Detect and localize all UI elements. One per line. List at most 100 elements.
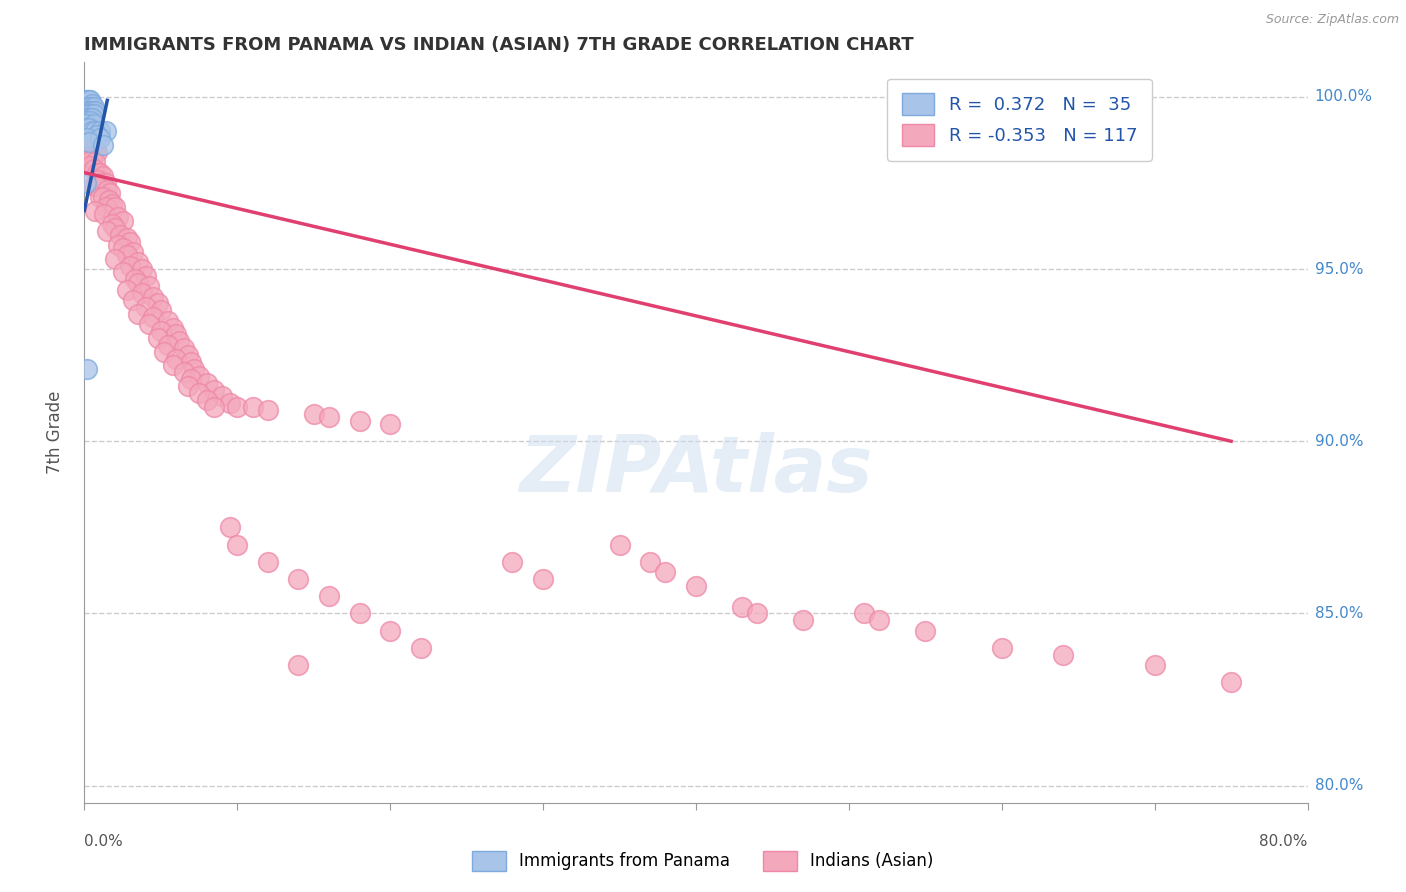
Point [83, 179, 105, 194]
Text: 80.0%: 80.0% [1315, 778, 1362, 793]
Point [165, 327, 187, 342]
Point [79, 100, 101, 114]
Text: 85.0%: 85.0% [1315, 606, 1362, 621]
Point [115, 231, 138, 245]
Point [218, 396, 240, 410]
Point [75, 120, 97, 135]
Point [86, 128, 108, 142]
Point [107, 211, 129, 225]
Point [101, 196, 124, 211]
Point [111, 265, 134, 279]
Point [89, 190, 111, 204]
Point [93, 207, 115, 221]
Point [991, 640, 1014, 655]
Point [104, 200, 127, 214]
Point [84, 155, 107, 169]
Point [79, 107, 101, 121]
Point [149, 324, 172, 338]
Point [318, 589, 340, 603]
Point [98, 186, 121, 201]
Point [76, 117, 98, 131]
Point [83, 117, 105, 131]
Point [183, 362, 205, 376]
Y-axis label: 7th Grade: 7th Grade [45, 391, 63, 475]
Legend: R =  0.372   N =  35, R = -0.353   N = 117: R = 0.372 N = 35, R = -0.353 N = 117 [887, 78, 1152, 161]
Point [77, 148, 100, 162]
Point [91, 169, 114, 183]
Point [77, 103, 100, 118]
Point [80, 124, 103, 138]
Point [86, 179, 108, 194]
Point [287, 572, 309, 586]
Text: 95.0%: 95.0% [1315, 261, 1362, 277]
Point [226, 400, 249, 414]
Point [122, 293, 145, 307]
Point [111, 241, 134, 255]
Point [502, 555, 524, 569]
Point [1052, 648, 1074, 662]
Point [89, 124, 111, 138]
Point [1143, 658, 1166, 673]
Point [195, 392, 218, 407]
Point [91, 190, 114, 204]
Point [76, 111, 98, 125]
Point [173, 341, 195, 355]
Point [83, 162, 105, 177]
Point [115, 248, 138, 262]
Point [96, 224, 118, 238]
Point [127, 307, 149, 321]
Point [138, 279, 160, 293]
Point [80, 152, 103, 166]
Point [75, 107, 97, 121]
Point [115, 283, 138, 297]
Point [257, 403, 280, 417]
Point [349, 607, 371, 621]
Point [124, 272, 146, 286]
Point [75, 176, 97, 190]
Point [142, 310, 165, 325]
Point [127, 276, 149, 290]
Point [869, 613, 891, 627]
Point [380, 624, 402, 638]
Point [142, 290, 165, 304]
Point [111, 214, 134, 228]
Point [79, 114, 101, 128]
Point [89, 131, 111, 145]
Point [318, 410, 340, 425]
Point [149, 303, 172, 318]
Point [167, 334, 190, 349]
Point [79, 159, 101, 173]
Point [218, 520, 240, 534]
Point [287, 658, 309, 673]
Point [101, 217, 124, 231]
Point [162, 320, 184, 334]
Point [94, 176, 117, 190]
Point [75, 114, 97, 128]
Point [531, 572, 554, 586]
Point [180, 372, 202, 386]
Point [80, 135, 103, 149]
Point [122, 244, 145, 259]
Point [157, 314, 180, 328]
Point [107, 238, 129, 252]
Legend: Immigrants from Panama, Indians (Asian): Immigrants from Panama, Indians (Asian) [464, 842, 942, 880]
Point [77, 100, 100, 114]
Text: IMMIGRANTS FROM PANAMA VS INDIAN (ASIAN) 7TH GRADE CORRELATION CHART: IMMIGRANTS FROM PANAMA VS INDIAN (ASIAN)… [84, 36, 914, 54]
Point [79, 93, 101, 107]
Point [135, 268, 157, 283]
Point [131, 286, 153, 301]
Point [79, 131, 101, 145]
Point [731, 599, 754, 614]
Point [131, 262, 153, 277]
Point [211, 389, 233, 403]
Point [226, 537, 249, 551]
Point [80, 111, 103, 125]
Point [90, 176, 112, 190]
Point [120, 235, 142, 249]
Point [195, 376, 218, 390]
Point [91, 138, 114, 153]
Point [84, 142, 107, 156]
Point [188, 386, 211, 401]
Point [76, 131, 98, 145]
Point [127, 255, 149, 269]
